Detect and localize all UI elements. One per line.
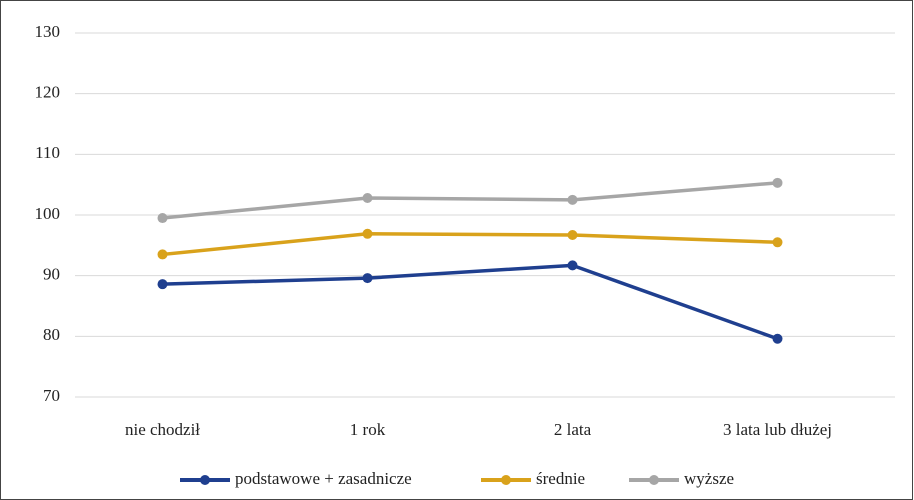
point [157,249,168,260]
series-line [162,232,778,257]
point [772,333,783,344]
legend-label: podstawowe + zasadnicze [235,469,412,488]
x-tick-label: 3 lata lub dłużej [723,420,832,439]
y-tick-label: 120 [35,83,61,102]
x-tick-label: nie chodził [125,420,200,439]
y-tick-label: 70 [43,386,60,405]
x-tick-label: 2 lata [554,420,592,439]
legend-marker [649,475,659,485]
point [362,228,373,239]
y-tick-label: 80 [43,325,60,344]
legend-label: wyższe [684,469,734,488]
series-line [162,263,779,341]
point [772,177,783,188]
point [362,273,373,284]
point [362,193,373,204]
x-tick-label: 1 rok [350,420,386,439]
point [772,237,783,248]
point [157,279,168,290]
legend-marker [501,475,511,485]
y-tick-label: 90 [43,265,60,284]
point [157,213,168,224]
legend-marker [200,475,210,485]
legend-label: średnie [536,469,585,488]
y-tick-label: 130 [35,22,61,41]
y-tick-label: 110 [35,143,60,162]
point [567,194,578,205]
point [567,260,578,271]
y-tick-label: 100 [35,204,61,223]
series-line [162,181,778,220]
point [567,230,578,241]
